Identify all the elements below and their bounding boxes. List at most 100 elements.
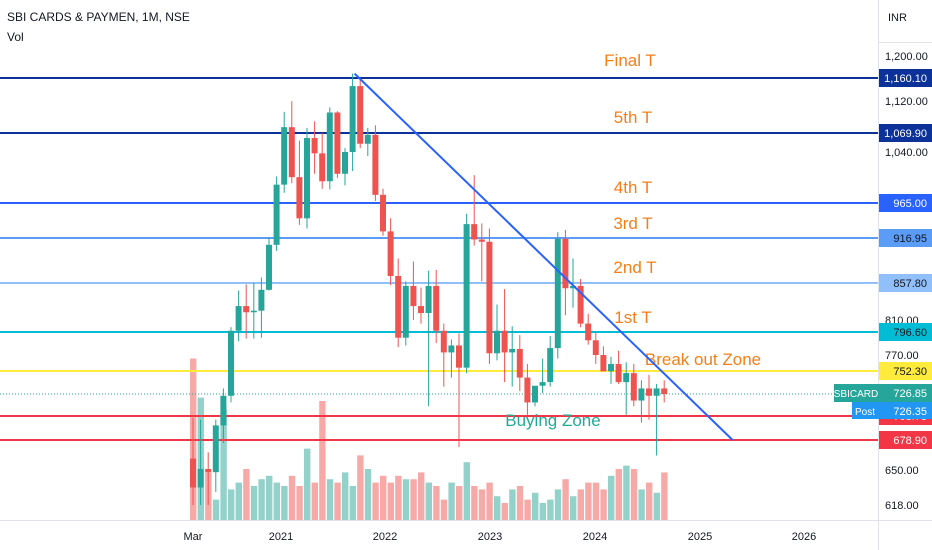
level-price-tag (879, 229, 932, 247)
candle-body (243, 306, 250, 313)
level-price-tag (879, 323, 932, 341)
time-axis: Mar 2021 2022 2023 2024 2025 2026 (184, 531, 817, 543)
currency-label[interactable]: INR (888, 12, 907, 24)
candle-body (486, 241, 493, 354)
candle-body (402, 285, 409, 338)
volume-bar (387, 482, 394, 520)
candle-body (212, 425, 219, 473)
candles (190, 73, 668, 505)
candle-body (197, 468, 204, 488)
candle-body (577, 285, 584, 324)
volume-bar (471, 486, 478, 520)
candle-body (615, 364, 622, 383)
volume-bar (463, 462, 470, 520)
level-annotation: 1st T (614, 308, 651, 327)
level-price-label: 1,069.90 (884, 128, 927, 140)
candle-body (228, 330, 234, 396)
current-price-label: 726.85 (893, 388, 927, 400)
candle-body (539, 382, 546, 386)
candle-body (456, 345, 462, 368)
time-tick: 2021 (269, 531, 293, 543)
candle-body (326, 112, 333, 182)
price-tick: 1,040.00 (885, 147, 928, 159)
volume-bar (281, 486, 288, 520)
candle-body (646, 388, 652, 396)
volume-bar (258, 479, 265, 520)
time-axis-divider (0, 520, 932, 521)
candle-body (418, 306, 424, 314)
level-annotation: Buying Zone (505, 411, 600, 430)
volume-bar (539, 503, 546, 520)
candle-body (562, 238, 569, 289)
candle-body (334, 112, 341, 174)
current-price-tag (879, 384, 932, 402)
candle-body (258, 289, 265, 311)
volume-bar (646, 482, 653, 520)
volume-bar (425, 482, 432, 520)
volume-bar (334, 482, 341, 520)
volume-bar (228, 489, 235, 520)
volume-bar (630, 469, 638, 520)
candle-body (273, 184, 280, 245)
volume-bar (501, 503, 508, 520)
candle-body (425, 285, 432, 314)
volume-bar (220, 409, 227, 520)
candle-body (281, 127, 288, 185)
candle-body (471, 224, 478, 240)
volume-bar (296, 486, 303, 520)
volume-bar (311, 482, 318, 520)
volume-bar (509, 489, 516, 520)
level-price-tag (879, 194, 932, 212)
volume-bar (516, 486, 524, 520)
level-price-tag (879, 362, 932, 380)
candle-body (296, 177, 303, 219)
level-annotation: Break out Zone (645, 350, 761, 369)
volume-bar (638, 489, 645, 520)
volume-bar (304, 448, 311, 520)
candle-body (205, 468, 212, 473)
candle-body (532, 385, 538, 403)
volume-bar (395, 475, 402, 520)
level-price-label: 1,160.10 (884, 73, 927, 85)
symbol-badge (834, 384, 879, 402)
volume-bar (364, 469, 372, 520)
volume-bar (380, 475, 387, 520)
level-price-tag (879, 69, 932, 87)
volume-bar (372, 482, 379, 520)
candle-body (372, 134, 379, 195)
level-price-label: 916.95 (893, 233, 927, 245)
candle-body (623, 373, 630, 383)
volume-bar (319, 401, 326, 520)
volume-bar (273, 482, 280, 520)
time-tick: Mar (184, 531, 203, 543)
candle-body (250, 310, 257, 313)
post-price-tag (879, 402, 932, 419)
candle-body (630, 373, 637, 401)
candle-body (266, 244, 272, 290)
candle-body (235, 306, 242, 331)
time-tick: 2026 (792, 531, 816, 543)
volume-bar (235, 482, 242, 520)
candle-body (638, 388, 645, 401)
volume-bar (433, 486, 440, 520)
candle-body (501, 330, 508, 353)
candle-body (494, 330, 500, 354)
target-levels: Final T 5th T 4th T 3rd T 2nd T 1st T Break ou… (0, 51, 878, 441)
trendline (353, 72, 734, 441)
volume-bar (524, 499, 531, 520)
level-price-label: 965.00 (893, 198, 927, 210)
volume-bar (554, 489, 562, 520)
volume-label: Vol (7, 30, 24, 44)
candle-body (448, 345, 455, 353)
volume-bar (410, 479, 417, 520)
candle-body (380, 194, 386, 232)
price-tick: 1,120.00 (885, 96, 928, 108)
candle-body (433, 285, 440, 331)
post-badge (852, 402, 879, 419)
candle-body (463, 224, 470, 368)
candle-body (600, 355, 607, 372)
candle-body (364, 134, 371, 144)
volume-bar (600, 489, 607, 520)
level-annotation: Final T (604, 51, 656, 70)
